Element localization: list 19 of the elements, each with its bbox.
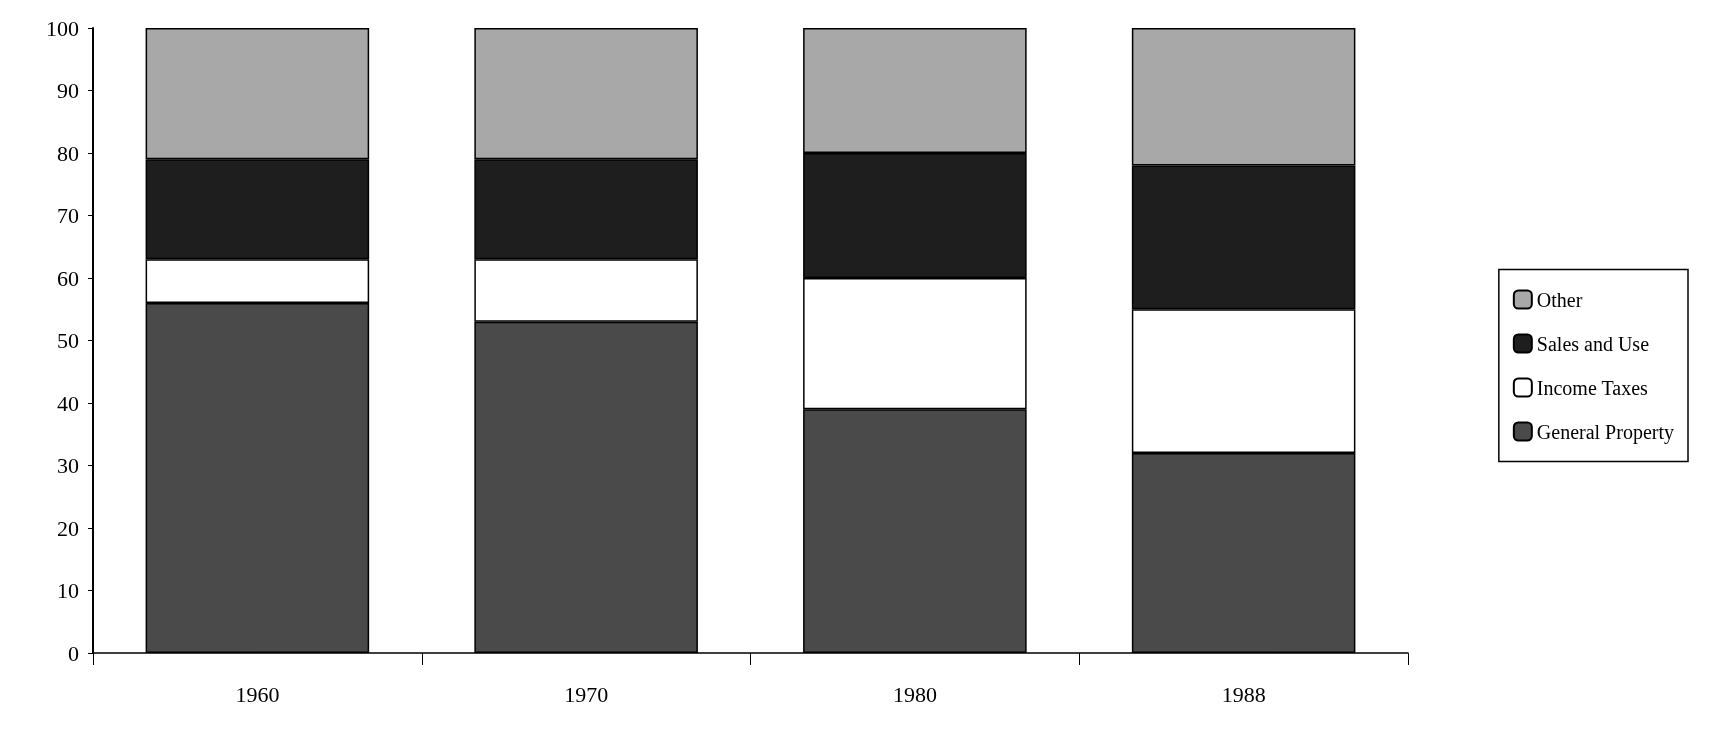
- legend-label: Other: [1536, 288, 1583, 311]
- y-tick-label: 0: [68, 640, 79, 666]
- y-tick-label: 80: [57, 140, 79, 166]
- legend-label: General Property: [1536, 420, 1674, 444]
- x-tick-label: 1970: [564, 681, 609, 707]
- x-tick-label: 1960: [235, 681, 280, 707]
- y-tick-label: 60: [57, 265, 79, 291]
- y-tick-label: 40: [57, 390, 79, 416]
- x-tick-label: 1988: [1221, 681, 1266, 707]
- y-tick-label: 50: [57, 328, 79, 353]
- x-tick-label: 1980: [892, 681, 937, 707]
- y-tick-label: 90: [57, 78, 79, 103]
- y-tick-label: 20: [57, 515, 79, 541]
- y-tick-label: 10: [57, 578, 79, 603]
- y-tick-label: 70: [57, 203, 79, 228]
- y-tick-label: 100: [46, 15, 79, 41]
- legend-label: Sales and Use: [1536, 332, 1650, 355]
- legend-label: Income Taxes: [1536, 376, 1649, 399]
- y-tick-label: 30: [57, 453, 79, 478]
